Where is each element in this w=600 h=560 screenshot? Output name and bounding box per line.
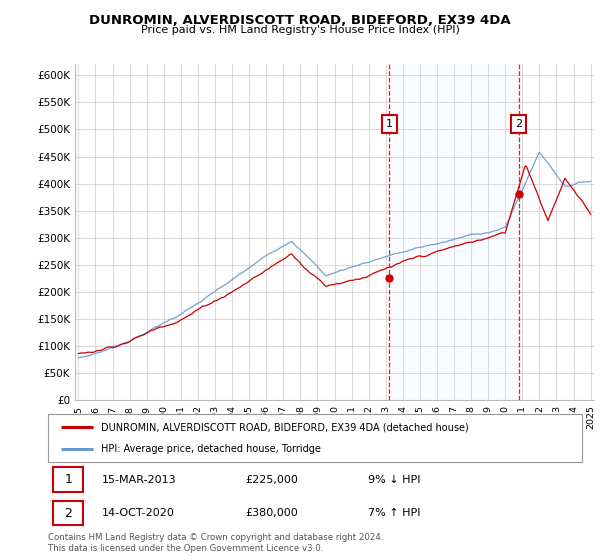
Bar <box>389 64 519 400</box>
Text: DUNROMIN, ALVERDISCOTT ROAD, BIDEFORD, EX39 4DA: DUNROMIN, ALVERDISCOTT ROAD, BIDEFORD, E… <box>89 14 511 27</box>
Text: 7% ↑ HPI: 7% ↑ HPI <box>368 508 421 518</box>
Text: 1: 1 <box>386 119 392 129</box>
Text: Contains HM Land Registry data © Crown copyright and database right 2024.
This d: Contains HM Land Registry data © Crown c… <box>48 533 383 553</box>
Text: £225,000: £225,000 <box>245 475 298 484</box>
Text: 2: 2 <box>515 119 523 129</box>
FancyBboxPatch shape <box>53 501 83 525</box>
FancyBboxPatch shape <box>53 468 83 492</box>
Text: 2: 2 <box>64 507 72 520</box>
Text: 1: 1 <box>64 473 72 486</box>
Text: 9% ↓ HPI: 9% ↓ HPI <box>368 475 421 484</box>
FancyBboxPatch shape <box>48 414 582 462</box>
Text: HPI: Average price, detached house, Torridge: HPI: Average price, detached house, Torr… <box>101 444 321 454</box>
Text: Price paid vs. HM Land Registry's House Price Index (HPI): Price paid vs. HM Land Registry's House … <box>140 25 460 35</box>
Text: 15-MAR-2013: 15-MAR-2013 <box>101 475 176 484</box>
Text: £380,000: £380,000 <box>245 508 298 518</box>
Text: DUNROMIN, ALVERDISCOTT ROAD, BIDEFORD, EX39 4DA (detached house): DUNROMIN, ALVERDISCOTT ROAD, BIDEFORD, E… <box>101 422 469 432</box>
Text: 14-OCT-2020: 14-OCT-2020 <box>101 508 174 518</box>
